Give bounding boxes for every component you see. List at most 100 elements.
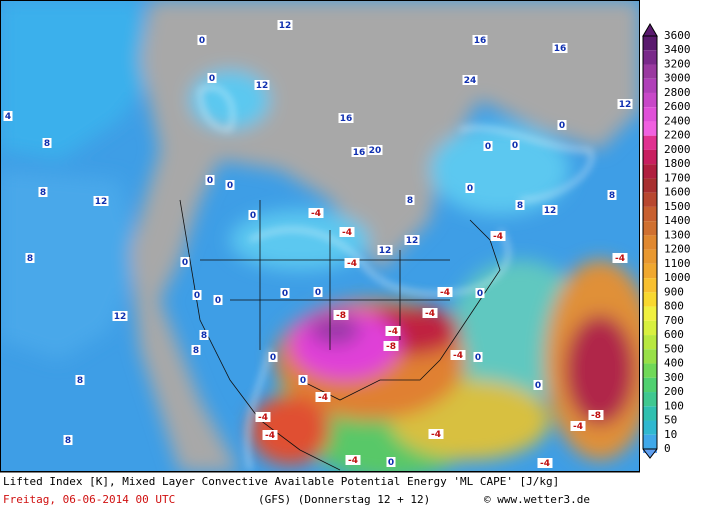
colorbar-label: 800 [664, 300, 684, 313]
colorbar-label: 1800 [664, 157, 691, 170]
contour-label: -4 [493, 232, 503, 242]
colorbar-label: 700 [664, 314, 684, 327]
contour-label: 8 [517, 201, 523, 211]
contour-label: 0 [388, 458, 394, 468]
contour-label: 8 [27, 254, 33, 264]
colorbar-label: 2400 [664, 114, 691, 127]
colorbar-swatch [643, 221, 657, 236]
contour-label-box [450, 350, 466, 360]
contour-label: 16 [340, 114, 353, 124]
colorbar-label: 900 [664, 285, 684, 298]
contour-label: 0 [467, 184, 473, 194]
footer: Lifted Index [K], Mixed Layer Convective… [0, 471, 640, 506]
contour-label-box [437, 287, 453, 297]
colorbar-frame [642, 35, 658, 450]
contour-label: 8 [193, 346, 199, 356]
contour-label: 16 [474, 36, 487, 46]
contour-label: 0 [535, 381, 541, 391]
contour-label-box [277, 20, 293, 30]
colorbar-swatch [643, 434, 657, 449]
contour-label-box [612, 253, 628, 263]
contour-label: -4 [425, 309, 435, 319]
colorbar-label: 1300 [664, 228, 691, 241]
colorbar-swatch [643, 164, 657, 179]
contour-label-box [404, 235, 420, 245]
contour-label-box [490, 231, 506, 241]
contour-label-box [515, 200, 525, 210]
contour-label-box [3, 111, 13, 121]
contour-label: -4 [573, 422, 583, 432]
contour-label-box [472, 35, 488, 45]
colorbar-swatch [643, 149, 657, 165]
contour-label: 0 [215, 296, 221, 306]
contour-label: 24 [464, 76, 477, 86]
contour-label-box [207, 73, 217, 83]
colorbar-label: 2200 [664, 129, 691, 142]
cape-field [1, 1, 639, 471]
colorbar-swatch [643, 363, 657, 378]
contour-label: 0 [300, 376, 306, 386]
colorbar-swatch [643, 406, 657, 421]
contour-label: -4 [347, 259, 357, 269]
contour-label: 0 [209, 74, 215, 84]
colorbar-swatch [643, 206, 657, 222]
contour-label-box [38, 187, 48, 197]
colorbar-swatch [643, 64, 657, 79]
footer-model: (GFS) (Donnerstag 12 + 12) [258, 493, 430, 506]
contour-label-box [465, 183, 475, 193]
colorbar-tip [642, 448, 658, 459]
contour-label-box [428, 429, 444, 439]
contour-label: -4 [540, 459, 550, 469]
contour-label-box [280, 288, 290, 298]
contour-label-box [377, 245, 393, 255]
contours [199, 86, 593, 471]
colorbar-label: 1000 [664, 271, 691, 284]
colorbar-label: 100 [664, 399, 684, 412]
contour-label-box [339, 227, 355, 237]
contour-label: 0 [475, 353, 481, 363]
contour-label-box [213, 295, 223, 305]
contour-label-box [268, 352, 278, 362]
contour-label-box [315, 392, 331, 402]
colorbar-label: 3200 [664, 57, 691, 70]
contour-label-box [180, 257, 190, 267]
contour-label-box [338, 113, 354, 123]
colorbar-label: 3000 [664, 72, 691, 85]
contour-label-box [386, 457, 396, 467]
contour-label: 0 [512, 141, 518, 151]
contour-label-box [537, 458, 553, 468]
contour-label-box [405, 195, 415, 205]
colorbar-swatch [643, 178, 657, 193]
contour-label: 8 [77, 376, 83, 386]
colorbar-label: 1500 [664, 200, 691, 213]
contour-label: 20 [369, 146, 382, 156]
contour-label-box [344, 258, 360, 268]
contour-label-box [422, 308, 438, 318]
contour-label: 8 [407, 196, 413, 206]
contour-label: 4 [5, 112, 11, 122]
contour-label-box [313, 287, 323, 297]
contour-label-box [557, 120, 567, 130]
colorbar-swatch [643, 78, 657, 93]
colorbar-label: 1200 [664, 243, 691, 256]
contour-label-box [533, 380, 543, 390]
contour-label: -8 [386, 342, 396, 352]
contour-label-box [93, 196, 109, 206]
contour-label-box [383, 341, 399, 351]
contour-label: 0 [485, 142, 491, 152]
colorbar-swatch [643, 36, 657, 51]
contour-label: 0 [199, 36, 205, 46]
colorbar-swatch [643, 420, 657, 435]
contour-label: 16 [353, 148, 366, 158]
contour-label: 0 [270, 353, 276, 363]
colorbar-label: 2800 [664, 86, 691, 99]
contour-label-box [199, 330, 209, 340]
contour-label: 0 [282, 289, 288, 299]
colorbar-swatch [643, 249, 657, 264]
colorbar-swatch [643, 306, 657, 321]
colorbar-label: 200 [664, 385, 684, 398]
contour-label-box [298, 375, 308, 385]
contour-label: 8 [201, 331, 207, 341]
colorbar-label: 300 [664, 371, 684, 384]
